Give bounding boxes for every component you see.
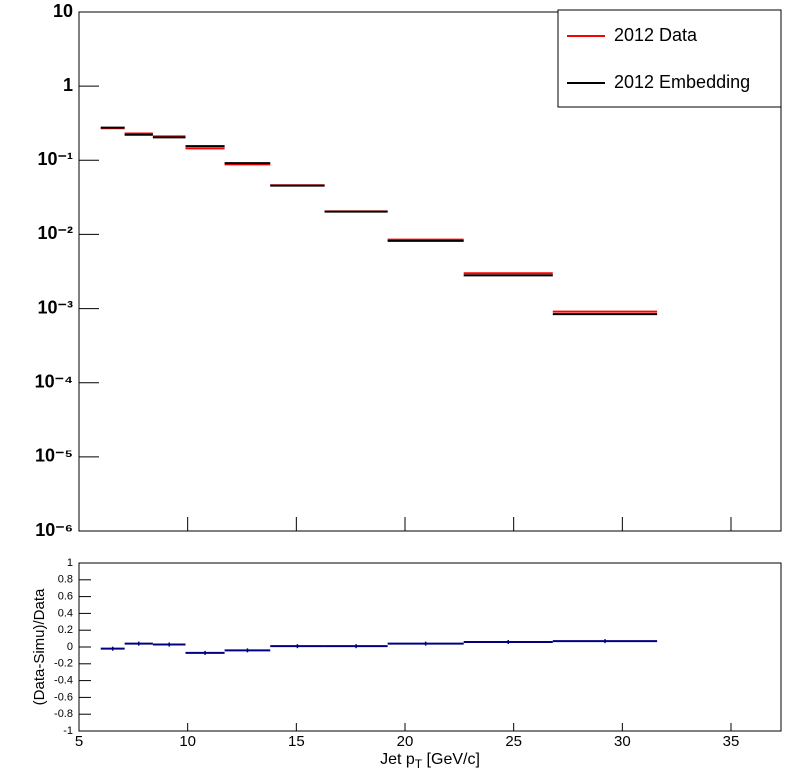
y-tick-label: -0.6: [54, 691, 73, 703]
y-tick-label: 10: [53, 1, 73, 21]
y-tick-label: 0.2: [58, 624, 73, 636]
x-axis-label: Jet pT [GeV/c]: [380, 751, 480, 771]
legend-label: 2012 Embedding: [614, 72, 750, 92]
y-tick-label: 0.6: [58, 591, 73, 603]
y-tick-label: 10⁻⁴: [35, 371, 73, 391]
y-tick-label: 10⁻²: [37, 223, 73, 243]
x-tick-label: 20: [397, 733, 414, 750]
x-tick-label: 30: [614, 733, 631, 750]
x-tick-label: 5: [75, 733, 83, 750]
y-tick-label: 10⁻³: [37, 297, 73, 317]
y-tick-label: -0.4: [54, 675, 73, 687]
y-tick-label: 10⁻¹: [37, 149, 73, 169]
x-tick-label: 10: [179, 733, 196, 750]
legend-label: 2012 Data: [614, 25, 698, 45]
legend-box: [557, 9, 782, 108]
top-frame: [78, 11, 782, 532]
y-tick-label: 10⁻⁵: [35, 446, 73, 466]
y-tick-label: 1: [63, 75, 73, 95]
y-tick-label: 1: [67, 557, 73, 569]
y-tick-label: -1: [63, 725, 73, 737]
y-tick-label: 0: [67, 641, 73, 653]
x-tick-label: 35: [723, 733, 740, 750]
y-tick-label: -0.2: [54, 658, 73, 670]
x-tick-label: 15: [288, 733, 305, 750]
x-label-sub: T: [415, 757, 423, 771]
y-tick-label: 0.8: [58, 574, 73, 586]
y-axis-label: (Data-Simu)/Data: [31, 588, 48, 705]
x-label-part: Jet p: [380, 751, 415, 768]
x-label-part: [GeV/c]: [422, 751, 480, 768]
x-tick-label: 25: [505, 733, 522, 750]
y-tick-label: 10⁻⁶: [35, 520, 73, 540]
y-tick-label: -0.8: [54, 708, 73, 720]
y-tick-label: 0.4: [58, 607, 73, 619]
